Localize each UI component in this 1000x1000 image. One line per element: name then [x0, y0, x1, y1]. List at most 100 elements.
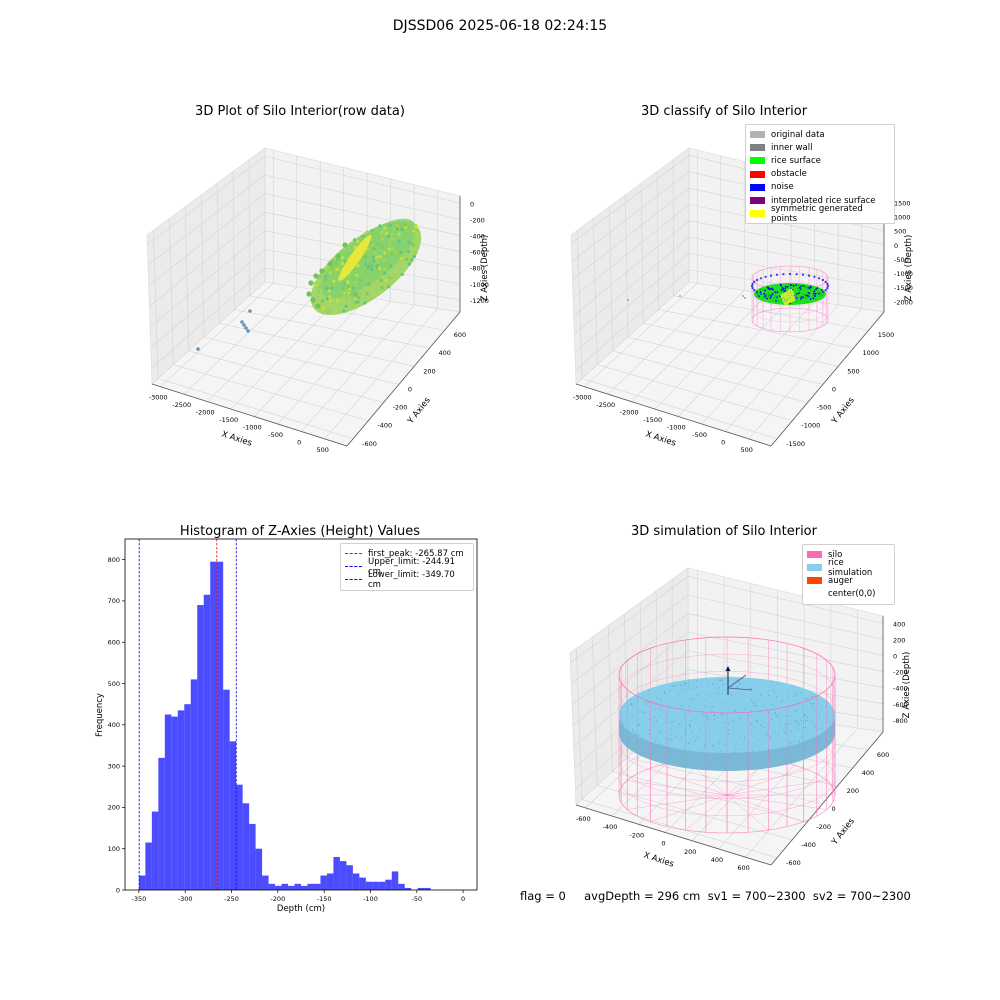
- classify-legend-swatch: [750, 131, 765, 139]
- classify-point: [758, 295, 760, 297]
- simulation-rice-point: [667, 738, 669, 740]
- simulation-rice-point: [643, 701, 645, 703]
- simulation-rice-point: [777, 683, 779, 685]
- classify-gridline: [597, 364, 793, 421]
- simulation-legend-label: rice simulation: [828, 557, 873, 578]
- raw-y-axis-label: Y Axies: [405, 395, 433, 427]
- classify-noise-point: [756, 290, 759, 294]
- classify-noise-point: [769, 274, 773, 277]
- histogram-legend-item: first_peak: -265.87 cm: [345, 547, 469, 560]
- simulation-rice-point: [720, 750, 722, 752]
- simulation-rice-point: [712, 706, 714, 708]
- simulation-rice-point: [654, 708, 656, 710]
- classify-point: [795, 293, 798, 295]
- simulation-rice-point: [735, 741, 737, 743]
- simulation-rice-point: [750, 732, 752, 734]
- raw-gridline: [150, 249, 266, 349]
- raw-point: [330, 266, 334, 270]
- raw-point: [342, 285, 347, 289]
- classify-gridline: [688, 253, 885, 288]
- classify-z-tick: 0: [894, 242, 898, 250]
- raw-point: [383, 226, 387, 230]
- raw-point: [344, 292, 348, 296]
- histogram-bar: [138, 875, 146, 890]
- simulation-legend-swatch: [807, 577, 822, 585]
- classify-point: [816, 287, 819, 290]
- simulation-z-tick: 400: [893, 620, 905, 628]
- raw-point: [389, 264, 393, 268]
- simulation-rice-point: [720, 713, 722, 715]
- raw-x-axis-label: X Axies: [220, 429, 253, 448]
- classify-legend-label: rice surface: [771, 155, 821, 166]
- classify-gridline: [573, 220, 690, 317]
- simulation-rice-point: [689, 711, 691, 713]
- raw-point: [340, 287, 345, 291]
- histogram-y-tick-label: 600: [108, 639, 120, 647]
- classify-point: [783, 290, 785, 293]
- classify-gridline: [724, 304, 839, 432]
- raw-x-tick: -1000: [243, 423, 262, 431]
- classify-point: [756, 293, 759, 296]
- simulation-rice-point: [647, 701, 649, 703]
- simulation-rice-point: [757, 681, 759, 683]
- simulation-rice-point: [795, 710, 797, 712]
- histogram-x-tick-label: 0: [461, 895, 465, 903]
- raw-point: [392, 253, 396, 257]
- raw-point: [370, 242, 375, 246]
- simulation-rice-point: [629, 698, 631, 700]
- classify-point: [813, 290, 816, 292]
- raw-point: [369, 256, 373, 261]
- simulation-silo-wire: [726, 794, 804, 823]
- simulation-rice-point: [760, 724, 762, 726]
- raw-gridline: [203, 336, 399, 385]
- classify-point: [798, 286, 801, 289]
- raw-gridline: [264, 174, 461, 220]
- classify-3d-plot: -3000 -2500 -2000 -1500 -1000 -500 0 500 -1500 -1…: [570, 147, 914, 454]
- simulation-rice-point: [718, 743, 720, 745]
- classify-noise-point: [801, 296, 805, 299]
- classify-y-tick: 500: [847, 367, 859, 375]
- simulation-rice-point: [684, 685, 686, 687]
- classify-noise-point: [759, 292, 762, 295]
- histogram-bar: [190, 679, 198, 890]
- simulation-rice-point: [788, 691, 790, 693]
- simulation-rice-point: [728, 729, 730, 731]
- raw-axes-panes: [146, 147, 461, 447]
- classify-legend-item: interpolated rice surface: [750, 194, 890, 207]
- simulation-rice-point: [796, 720, 798, 722]
- classify-noise-point: [753, 289, 756, 292]
- classify-point: [814, 292, 817, 295]
- simulation-z-tick: 0: [893, 652, 897, 660]
- raw-point: [388, 223, 392, 227]
- classify-y-tick: 1000: [862, 349, 879, 357]
- simulation-silo-wire: [650, 794, 728, 823]
- simulation-rice-point: [789, 741, 791, 743]
- classify-legend-label: original data: [771, 129, 825, 140]
- classify-outlier-point: [742, 295, 744, 297]
- classify-legend-item: noise: [750, 181, 890, 194]
- classify-z-tick: 1500: [894, 199, 911, 207]
- histogram-legend-label: Upper_limit: -244.91 cm: [368, 556, 456, 577]
- simulation-x-tick: 0: [661, 840, 665, 848]
- histogram-bar: [385, 879, 392, 890]
- simulation-rice-point: [693, 698, 695, 700]
- simulation-rice-point: [735, 748, 737, 750]
- simulation-rice-point: [732, 720, 734, 723]
- raw-point: [358, 267, 362, 272]
- simulation-rice-point: [750, 687, 752, 689]
- histogram-y-tick-label: 0: [116, 886, 120, 894]
- classify-x-tick: -2500: [596, 401, 615, 409]
- raw-point: [404, 225, 408, 230]
- simulation-rice-point: [739, 736, 742, 738]
- classify-point: [807, 287, 810, 289]
- simulation-rice-point: [794, 719, 796, 721]
- histogram-bar: [365, 881, 373, 890]
- simulation-rice-point: [813, 710, 815, 712]
- raw-z-tick: -600: [470, 249, 485, 257]
- simulation-tick-labels: -600 -400 -200 0 200 400 600 -600 -400 -200 0 200 40…: [576, 620, 908, 872]
- raw-point: [411, 242, 415, 246]
- raw-point: [383, 251, 387, 255]
- raw-gridline: [216, 183, 220, 324]
- raw-x-tick: -500: [268, 431, 283, 439]
- raw-point: [400, 227, 404, 231]
